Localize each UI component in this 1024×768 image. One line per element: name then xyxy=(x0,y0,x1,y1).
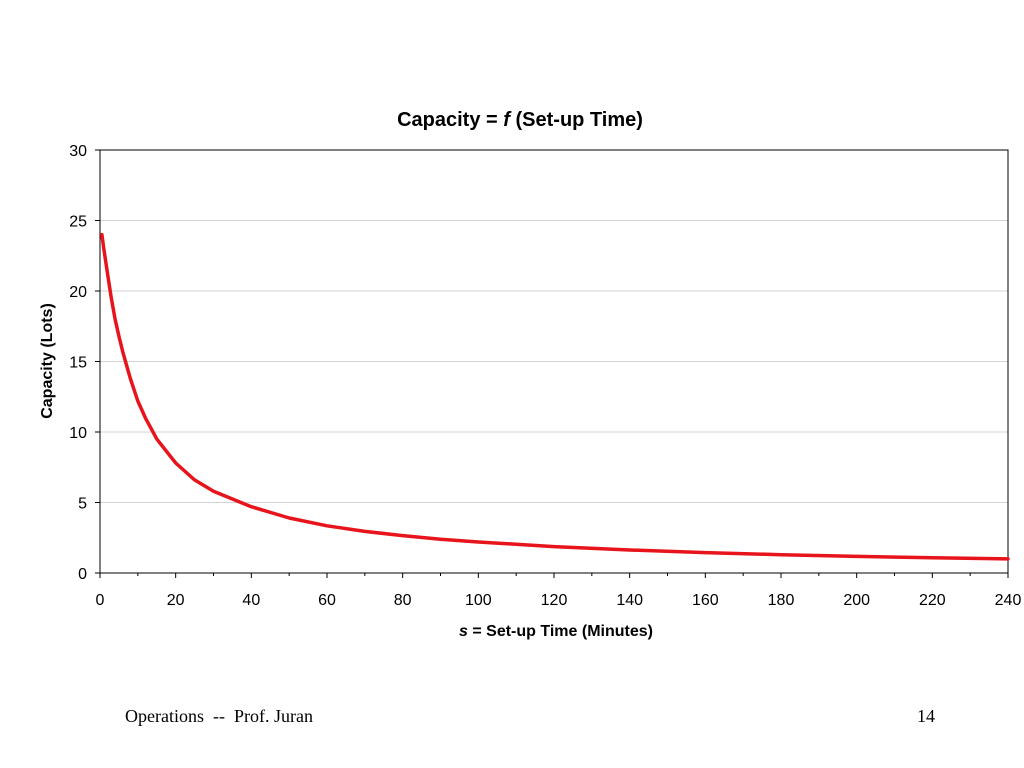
x-tick-label: 40 xyxy=(242,592,260,609)
x-tick-label: 80 xyxy=(394,592,412,609)
chart-title-suffix: (Set-up Time) xyxy=(510,109,643,131)
x-tick-label: 20 xyxy=(167,592,185,609)
x-tick-label: 60 xyxy=(318,592,336,609)
x-tick-label: 160 xyxy=(692,592,719,609)
footer-course-label: Operations -- Prof. Juran xyxy=(125,706,313,726)
axis-ticks: 0 5 10 15 20 25 30 0 20 40 60 80 100 120 140 160 180 200 2… xyxy=(69,143,1021,609)
y-tick-label: 30 xyxy=(69,143,87,160)
x-tick-label: 220 xyxy=(919,592,946,609)
x-tick-label: 100 xyxy=(465,592,492,609)
y-tick-label: 15 xyxy=(69,355,87,372)
series-layer xyxy=(100,232,1010,561)
x-axis-label: s = Set-up Time (Minutes) xyxy=(459,623,653,640)
x-axis-label-text: = Set-up Time (Minutes) xyxy=(468,623,653,640)
chart-title-function: f xyxy=(503,109,512,131)
y-tick-label: 0 xyxy=(78,566,87,583)
chart-title: Capacity = f (Set-up Time) xyxy=(397,109,643,131)
y-axis-label: Capacity (Lots) xyxy=(39,303,56,419)
x-tick-label: 140 xyxy=(616,592,643,609)
x-tick-label: 200 xyxy=(843,592,870,609)
grid-lines xyxy=(100,220,1008,503)
chart-title-prefix: Capacity = xyxy=(397,109,503,131)
y-tick-label: 5 xyxy=(78,496,87,513)
x-tick-label: 240 xyxy=(995,592,1022,609)
y-tick-label: 25 xyxy=(69,214,87,231)
x-axis-label-symbol: s xyxy=(459,623,468,640)
x-tick-label: 0 xyxy=(96,592,105,609)
x-tick-label: 120 xyxy=(541,592,568,609)
y-tick-label: 20 xyxy=(69,284,87,301)
x-tick-label: 180 xyxy=(768,592,795,609)
y-tick-label: 10 xyxy=(69,425,87,442)
series-line-0 xyxy=(100,232,1010,561)
slide-number: 14 xyxy=(917,706,935,726)
